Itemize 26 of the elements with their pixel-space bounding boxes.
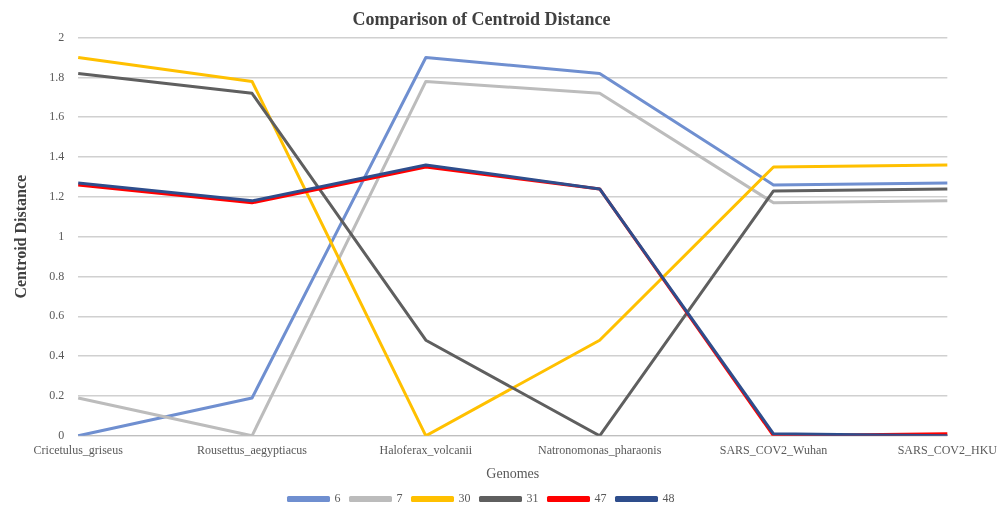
y-tick-label: 1.4 (49, 149, 65, 164)
legend-label: 31 (526, 491, 539, 506)
legend-label: 48 (662, 491, 675, 506)
y-tick-label: 1.2 (49, 189, 65, 204)
x-tick-label: SARS_COV2_Wuhan (719, 443, 828, 458)
x-tick-label: Rousettus_aegyptiacus (197, 443, 308, 458)
y-tick-label: 1.8 (49, 69, 65, 84)
y-tick-label: 0.4 (49, 348, 65, 363)
y-tick-label: 1.6 (49, 109, 65, 124)
y-tick-label: 0.2 (49, 388, 65, 403)
y-tick-label: 0.8 (49, 268, 65, 283)
legend-label: 6 (334, 491, 341, 506)
legend-label: 30 (458, 491, 471, 506)
y-axis-title: Centroid Distance (11, 174, 29, 299)
x-tick-label: SARS_COV2_HKU (897, 443, 998, 458)
legend-label: 7 (396, 491, 403, 506)
y-tick-label: 1 (58, 228, 65, 243)
y-tick-label: 0 (58, 427, 65, 442)
x-tick-label: Natronomonas_pharaonis (538, 443, 662, 458)
x-axis-title: Genomes (486, 466, 540, 482)
y-tick-label: 2 (58, 29, 65, 44)
x-tick-label: Cricetulus_griseus (33, 443, 124, 458)
x-tick-label: Haloferax_volcanii (379, 443, 473, 458)
legend-label: 47 (594, 491, 607, 506)
y-tick-label: 0.6 (49, 308, 65, 323)
chart-title: Comparison of Centroid Distance (352, 9, 611, 30)
